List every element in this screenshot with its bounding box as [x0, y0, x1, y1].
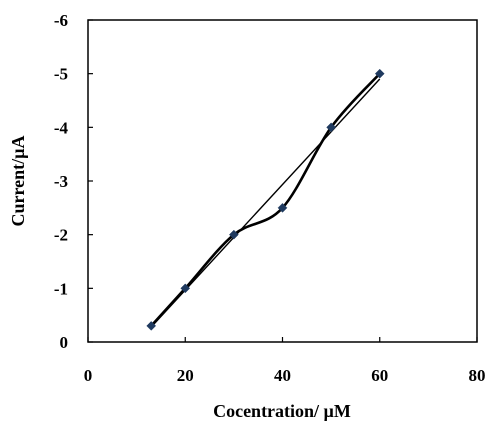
y-tick-label: -6: [54, 11, 68, 30]
data-point-marker: [326, 122, 336, 133]
y-tick-label: -4: [54, 118, 69, 137]
data-point-marker: [229, 229, 239, 240]
x-tick-label: 0: [84, 366, 93, 385]
markers-layer: [146, 68, 385, 331]
x-tick-label: 80: [469, 366, 486, 385]
data-point-marker: [374, 68, 385, 79]
x-axis-title: Cocentration/ µM: [213, 401, 351, 421]
x-tick-label: 60: [371, 366, 388, 385]
data-point-marker: [180, 283, 191, 294]
x-tick-label: 20: [177, 366, 194, 385]
y-tick-label: -3: [54, 172, 68, 191]
x-tick-label: 40: [274, 366, 291, 385]
ticks-layer: 0 20 40 60 80 0 -1 -2 -3 -4 -5 -6: [54, 11, 486, 385]
y-tick-label: -1: [54, 279, 68, 298]
data-point-marker: [146, 321, 157, 331]
plot-area-frame: [87, 19, 478, 343]
y-tick-label: 0: [60, 333, 69, 352]
y-tick-label: -5: [54, 65, 68, 84]
data-point-marker: [277, 202, 288, 213]
y-axis-title: Current/µA: [8, 135, 28, 226]
y-tick-label: -2: [54, 226, 68, 245]
